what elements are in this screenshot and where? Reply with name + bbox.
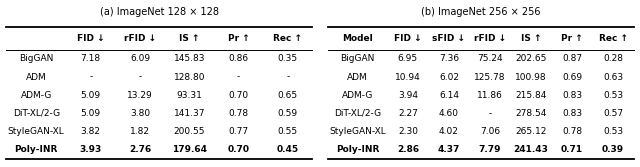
Text: ADM-G: ADM-G <box>342 91 373 100</box>
Text: 7.06: 7.06 <box>480 127 500 136</box>
Text: 0.87: 0.87 <box>562 54 582 63</box>
Text: 93.31: 93.31 <box>176 91 202 100</box>
Text: -: - <box>138 73 141 82</box>
Text: (b) ImageNet 256 × 256: (b) ImageNet 256 × 256 <box>421 7 540 17</box>
Text: ADM: ADM <box>26 73 47 82</box>
Text: 0.39: 0.39 <box>602 145 624 154</box>
Text: 125.78: 125.78 <box>474 73 506 82</box>
Text: 75.24: 75.24 <box>477 54 503 63</box>
Text: 215.84: 215.84 <box>515 91 547 100</box>
Text: 0.53: 0.53 <box>603 91 623 100</box>
Text: 0.86: 0.86 <box>228 54 248 63</box>
Text: ADM-G: ADM-G <box>20 91 52 100</box>
Text: 1.82: 1.82 <box>130 127 150 136</box>
Text: 2.27: 2.27 <box>398 109 418 118</box>
Text: 0.70: 0.70 <box>228 91 248 100</box>
Text: 7.18: 7.18 <box>81 54 100 63</box>
Text: IS ↑: IS ↑ <box>521 34 541 43</box>
Text: 11.86: 11.86 <box>477 91 503 100</box>
Text: 7.36: 7.36 <box>439 54 459 63</box>
Text: 3.94: 3.94 <box>398 91 418 100</box>
Text: FID ↓: FID ↓ <box>394 34 422 43</box>
Text: 100.98: 100.98 <box>515 73 547 82</box>
Text: 5.09: 5.09 <box>81 109 100 118</box>
Text: 0.77: 0.77 <box>228 127 248 136</box>
Text: 265.12: 265.12 <box>515 127 547 136</box>
Text: Poly-INR: Poly-INR <box>336 145 379 154</box>
Text: 0.28: 0.28 <box>603 54 623 63</box>
Text: rFID ↓: rFID ↓ <box>124 34 156 43</box>
Text: 0.59: 0.59 <box>278 109 298 118</box>
Text: 0.78: 0.78 <box>228 109 248 118</box>
Text: 7.79: 7.79 <box>479 145 501 154</box>
Text: 2.86: 2.86 <box>397 145 419 154</box>
Text: 145.83: 145.83 <box>173 54 205 63</box>
Text: DiT-XL/2-G: DiT-XL/2-G <box>13 109 60 118</box>
Text: 0.71: 0.71 <box>561 145 583 154</box>
Text: 3.82: 3.82 <box>81 127 100 136</box>
Text: 6.14: 6.14 <box>439 91 459 100</box>
Text: 0.78: 0.78 <box>562 127 582 136</box>
Text: 202.65: 202.65 <box>515 54 547 63</box>
Text: 0.63: 0.63 <box>603 73 623 82</box>
Text: 0.45: 0.45 <box>276 145 299 154</box>
Text: 0.55: 0.55 <box>278 127 298 136</box>
Text: 278.54: 278.54 <box>515 109 547 118</box>
Text: -: - <box>237 73 240 82</box>
Text: Pr ↑: Pr ↑ <box>561 34 583 43</box>
Text: 179.64: 179.64 <box>172 145 207 154</box>
Text: 0.83: 0.83 <box>562 109 582 118</box>
Text: Pr ↑: Pr ↑ <box>228 34 250 43</box>
Text: ADM: ADM <box>347 73 368 82</box>
Text: 6.95: 6.95 <box>398 54 418 63</box>
Text: 0.65: 0.65 <box>278 91 298 100</box>
Text: 200.55: 200.55 <box>173 127 205 136</box>
Text: Poly-INR: Poly-INR <box>15 145 58 154</box>
Text: 3.80: 3.80 <box>130 109 150 118</box>
Text: 128.80: 128.80 <box>173 73 205 82</box>
Text: 0.83: 0.83 <box>562 91 582 100</box>
Text: -: - <box>286 73 289 82</box>
Text: 0.69: 0.69 <box>562 73 582 82</box>
Text: 2.30: 2.30 <box>398 127 418 136</box>
Text: 4.02: 4.02 <box>439 127 459 136</box>
Text: 141.37: 141.37 <box>173 109 205 118</box>
Text: BigGAN: BigGAN <box>19 54 53 63</box>
Text: (a) ImageNet 128 × 128: (a) ImageNet 128 × 128 <box>100 7 219 17</box>
Text: BigGAN: BigGAN <box>340 54 374 63</box>
Text: 0.57: 0.57 <box>603 109 623 118</box>
Text: 241.43: 241.43 <box>513 145 548 154</box>
Text: 3.93: 3.93 <box>79 145 102 154</box>
Text: 6.02: 6.02 <box>439 73 459 82</box>
Text: rFID ↓: rFID ↓ <box>474 34 506 43</box>
Text: 4.60: 4.60 <box>439 109 459 118</box>
Text: Rec ↑: Rec ↑ <box>273 34 302 43</box>
Text: Model: Model <box>342 34 373 43</box>
Text: FID ↓: FID ↓ <box>77 34 104 43</box>
Text: 13.29: 13.29 <box>127 91 153 100</box>
Text: -: - <box>89 73 92 82</box>
Text: 0.53: 0.53 <box>603 127 623 136</box>
Text: 10.94: 10.94 <box>395 73 420 82</box>
Text: DiT-XL/2-G: DiT-XL/2-G <box>334 109 381 118</box>
Text: StyleGAN-XL: StyleGAN-XL <box>8 127 65 136</box>
Text: 5.09: 5.09 <box>81 91 100 100</box>
Text: 0.35: 0.35 <box>278 54 298 63</box>
Text: 6.09: 6.09 <box>130 54 150 63</box>
Text: -: - <box>488 109 492 118</box>
Text: 2.76: 2.76 <box>129 145 151 154</box>
Text: 0.70: 0.70 <box>227 145 250 154</box>
Text: sFID ↓: sFID ↓ <box>433 34 465 43</box>
Text: IS ↑: IS ↑ <box>179 34 200 43</box>
Text: StyleGAN-XL: StyleGAN-XL <box>329 127 386 136</box>
Text: 4.37: 4.37 <box>438 145 460 154</box>
Text: Rec ↑: Rec ↑ <box>598 34 628 43</box>
